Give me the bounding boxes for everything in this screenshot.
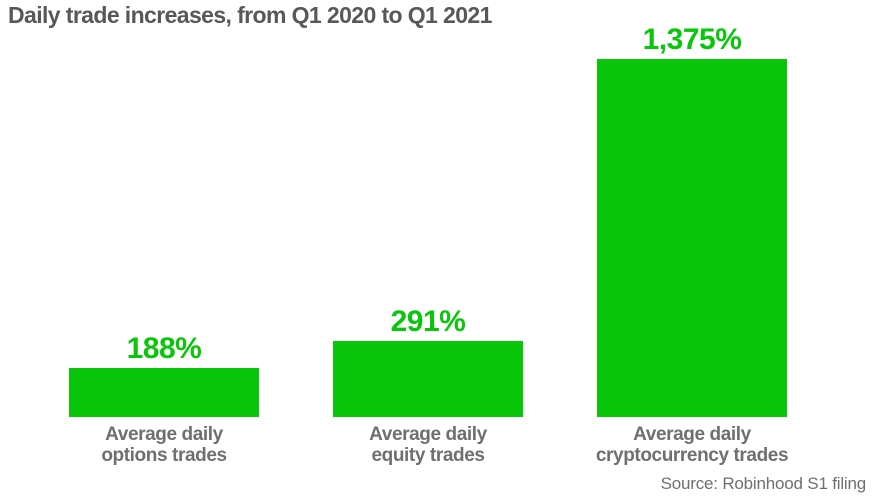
bar-category-label-options: Average daily options trades (24, 424, 304, 466)
bar-value-label-equity: 291% (390, 305, 466, 338)
category-label-line: Average daily (633, 424, 751, 445)
source-note: Source: Robinhood S1 filing (660, 474, 867, 493)
bar-options (69, 368, 259, 417)
bar-cryptocurrency (597, 59, 787, 417)
bar-group-cryptocurrency: 1,375% Average daily cryptocurrency trad… (596, 23, 789, 467)
chart-title: Daily trade increases, from Q1 2020 to Q… (8, 2, 492, 28)
category-label-line: cryptocurrency trades (595, 445, 789, 466)
bar-category-label-cryptocurrency: Average daily cryptocurrency trades (552, 424, 832, 466)
bar-group-options: 188% Average daily options trades (69, 332, 259, 466)
bar-value-label-options: 188% (126, 332, 202, 365)
category-label-line: equity trades (371, 445, 485, 466)
bar-equity (333, 341, 523, 417)
bar-value-label-cryptocurrency: 1,375% (642, 23, 742, 56)
bar-group-equity: 291% Average daily equity trades (333, 305, 523, 466)
category-label-line: options trades (101, 445, 227, 466)
bar-category-label-equity: Average daily equity trades (288, 424, 568, 466)
category-label-line: Average daily (369, 424, 487, 445)
category-label-line: Average daily (105, 424, 223, 445)
